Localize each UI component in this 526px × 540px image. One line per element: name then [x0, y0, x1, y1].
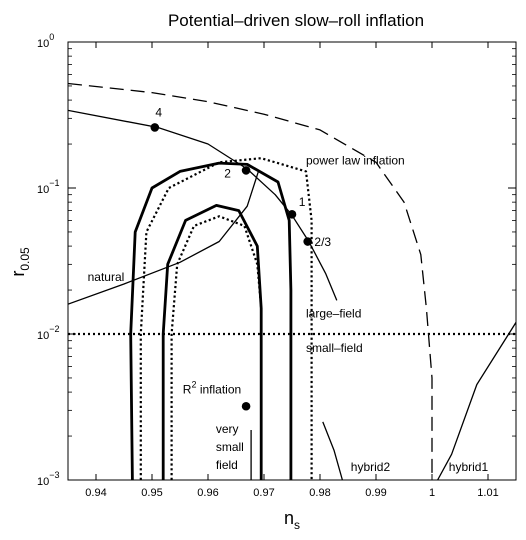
x-tick-label: 0.94 — [85, 487, 106, 499]
marker-2 — [241, 166, 251, 175]
marker-4 — [150, 123, 160, 132]
natural-curve — [68, 171, 260, 305]
very-label: very — [216, 422, 239, 436]
large-field-label: large–field — [306, 306, 361, 320]
x-tick-label: 0.99 — [365, 487, 386, 499]
label-2-3: 2/3 — [314, 235, 331, 249]
x-tick-label: 1 — [429, 487, 435, 499]
contour-inner-dotted-curve — [170, 215, 263, 480]
small-field-label: small–field — [306, 341, 363, 355]
curves-layer — [68, 82, 516, 480]
hybrid1-curve — [437, 322, 516, 480]
annotations-layer: power law inflation natural large–field sma… — [88, 105, 489, 474]
label-2: 2 — [224, 167, 231, 181]
x-tick-label: 0.97 — [253, 487, 274, 499]
monomial-branch-curve — [68, 109, 338, 301]
x-axis-label: ns — [284, 508, 300, 532]
contour-outer-solid-curve — [129, 161, 293, 480]
small-label: small — [216, 440, 244, 454]
hybrid1-label: hybrid1 — [449, 460, 489, 474]
y-tick-label: 100 — [37, 32, 54, 50]
r2-inflation-label: R2 inflation — [183, 380, 241, 397]
power-law-curve — [68, 82, 433, 480]
markers-layer — [150, 123, 312, 411]
hybrid2-curve — [322, 421, 344, 480]
contour-outer-dotted-curve — [139, 157, 313, 480]
power-law-inflation-label: power law inflation — [306, 153, 405, 167]
label-1: 1 — [299, 195, 306, 209]
x-tick-label: 0.96 — [197, 487, 218, 499]
field-label: field — [216, 458, 238, 472]
label-4: 4 — [155, 105, 162, 119]
marker-r2 — [241, 401, 251, 411]
y-tick-label: 10−1 — [37, 178, 60, 196]
axis-ticks — [68, 41, 516, 481]
y-tick-label: 10−2 — [37, 324, 60, 342]
x-tick-label: 0.98 — [309, 487, 330, 499]
marker-2-3 — [303, 237, 312, 246]
plot-frame — [67, 41, 517, 481]
y-tick-labels: 10−3 10−2 10−1 100 — [37, 32, 60, 488]
hybrid2-label: hybrid2 — [351, 460, 391, 474]
y-axis-label: r0.05 — [8, 247, 32, 277]
chart-title: Potential–driven slow–roll inflation — [168, 11, 424, 30]
x-tick-labels: 0.94 0.95 0.96 0.97 0.98 0.99 1 1.01 — [85, 487, 498, 499]
natural-label: natural — [88, 270, 125, 284]
x-tick-label: 1.01 — [477, 487, 498, 499]
marker-1 — [287, 210, 297, 219]
x-tick-label: 0.95 — [141, 487, 162, 499]
y-tick-label: 10−3 — [37, 470, 60, 488]
